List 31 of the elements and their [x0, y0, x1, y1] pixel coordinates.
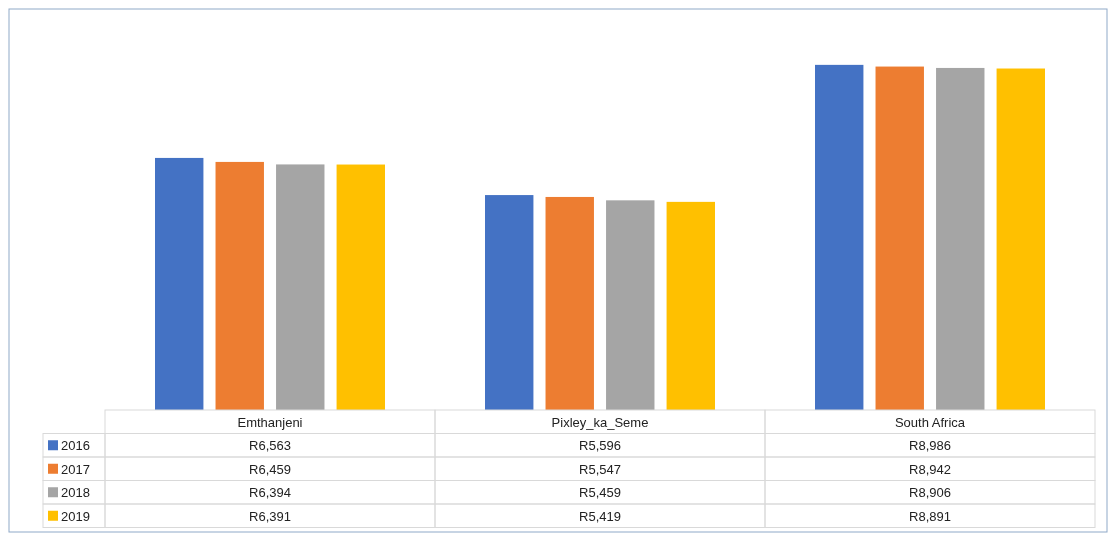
data-label: R6,459 — [249, 461, 291, 477]
data-label: R5,419 — [579, 508, 621, 524]
x-tick-label: Pixley_ka_Seme — [551, 414, 649, 430]
bar — [875, 66, 924, 410]
bar — [936, 67, 985, 410]
data-label: R8,986 — [909, 438, 951, 454]
bar — [276, 164, 325, 410]
legend-label: 2016 — [61, 438, 90, 454]
bar — [666, 201, 715, 410]
data-label: R6,394 — [249, 485, 291, 501]
data-label: R8,891 — [909, 508, 951, 524]
legend-label: 2018 — [61, 485, 90, 501]
data-label: R5,459 — [579, 485, 621, 501]
legend-label: 2017 — [61, 461, 90, 477]
legend-label: 2019 — [61, 508, 90, 524]
data-label: R8,906 — [909, 485, 951, 501]
data-label: R5,596 — [579, 438, 621, 454]
data-label: R8,942 — [909, 461, 951, 477]
bar — [996, 68, 1045, 410]
bar — [606, 200, 655, 410]
x-tick-label: South Africa — [894, 414, 966, 430]
bar — [815, 64, 864, 410]
bar — [336, 164, 385, 410]
bar — [215, 161, 264, 410]
bar — [485, 195, 534, 410]
x-tick-label: Emthanjeni — [237, 414, 303, 430]
data-label: R5,547 — [579, 461, 621, 477]
bar — [545, 196, 594, 410]
data-label: R6,563 — [249, 438, 291, 454]
bar — [155, 157, 204, 410]
data-label: R6,391 — [249, 508, 291, 524]
